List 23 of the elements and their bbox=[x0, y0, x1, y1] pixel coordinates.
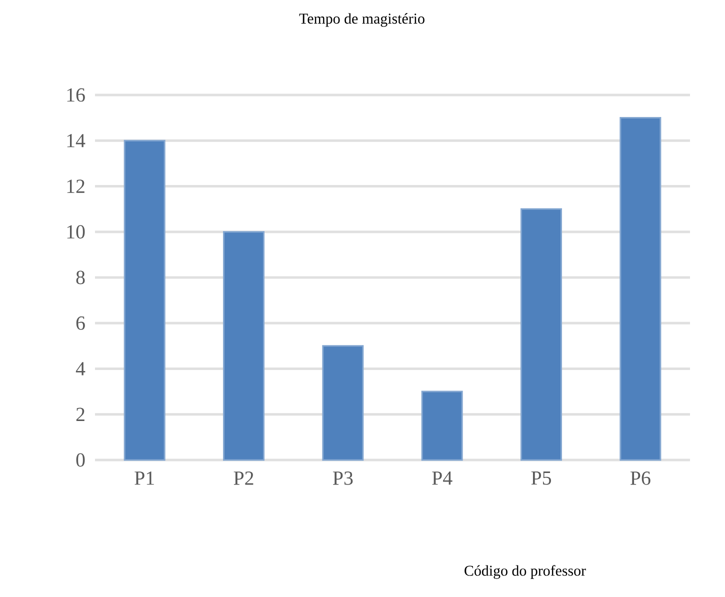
x-tick-label: P5 bbox=[531, 472, 551, 485]
text: Código do professor bbox=[464, 565, 586, 579]
bar bbox=[520, 208, 562, 461]
y-tick-label: 8 bbox=[76, 270, 85, 284]
bar bbox=[124, 140, 166, 461]
x-tick-label: P4 bbox=[432, 472, 452, 485]
bar bbox=[620, 117, 662, 461]
y-tick-label: 6 bbox=[76, 316, 85, 330]
bar bbox=[322, 345, 364, 461]
x-tick-label: P3 bbox=[332, 472, 353, 485]
bar bbox=[223, 231, 265, 461]
y-tick-label: 12 bbox=[67, 180, 84, 193]
chart-title: Tempo de magistério bbox=[299, 13, 424, 27]
y-tick-label: 2 bbox=[76, 408, 84, 421]
y-tick-label: 14 bbox=[67, 134, 86, 148]
x-tick-label: P2 bbox=[234, 472, 254, 485]
x-tick-label: P6 bbox=[630, 472, 650, 485]
y-tick-label: 0 bbox=[76, 453, 85, 467]
x-tick-label: P1 bbox=[134, 472, 154, 485]
y-tick-label: 4 bbox=[76, 362, 86, 376]
bar bbox=[421, 390, 463, 461]
y-tick-label: 16 bbox=[67, 88, 85, 102]
y-tick-label: 10 bbox=[67, 225, 85, 239]
